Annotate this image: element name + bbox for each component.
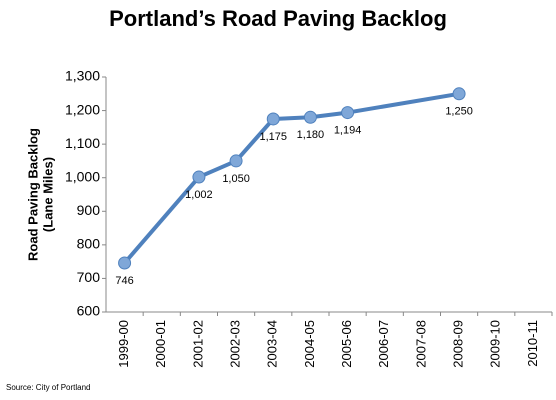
data-point: [341, 106, 355, 120]
y-tick-label: 1,000: [65, 168, 100, 184]
y-tick-label: 800: [77, 236, 101, 252]
data-label: 1,175: [259, 131, 287, 143]
data-point: [192, 170, 206, 184]
y-tick-label: 700: [77, 269, 101, 285]
x-tick-label: 2009-10: [488, 320, 503, 368]
x-tick-label: 2010-11: [525, 320, 540, 367]
x-tick-label: 2000-01: [153, 320, 168, 368]
chart-title: Portland’s Road Paving Backlog: [109, 6, 447, 31]
y-axis-label: (Lane Miles): [40, 157, 55, 232]
data-label: 1,194: [334, 124, 362, 136]
gap-connector: [123, 175, 201, 265]
y-tick-label: 600: [77, 303, 101, 319]
data-label: 1,180: [297, 129, 325, 141]
y-axis-label: Road Paving Backlog: [25, 128, 40, 261]
x-tick-label: 2003-04: [265, 320, 280, 368]
x-tick-label: 2001-02: [190, 320, 205, 368]
y-tick-label: 1,300: [65, 68, 100, 84]
data-point: [229, 154, 243, 168]
y-tick-label: 1,100: [65, 135, 100, 151]
x-tick-label: 2006-07: [376, 320, 391, 368]
data-point: [118, 256, 132, 270]
x-tick-label: 2007-08: [413, 320, 428, 368]
x-tick-label: 2004-05: [302, 320, 317, 368]
data-point: [452, 87, 466, 101]
x-tick-label: 1999-00: [116, 320, 131, 368]
y-tick-label: 1,200: [65, 101, 100, 117]
x-tick-label: 2008-09: [451, 320, 466, 368]
y-tick-label: 900: [77, 202, 101, 218]
data-label: 1,050: [222, 173, 250, 185]
data-point: [303, 110, 317, 124]
data-label: 1,250: [445, 106, 473, 118]
data-label: 1,002: [185, 189, 213, 201]
x-tick-label: 2005-06: [339, 320, 354, 368]
source-note: Source: City of Portland: [6, 383, 90, 392]
gap-connector: [347, 91, 460, 115]
data-label: 746: [115, 275, 133, 287]
x-tick-label: 2002-03: [228, 320, 243, 368]
data-point: [266, 112, 280, 126]
